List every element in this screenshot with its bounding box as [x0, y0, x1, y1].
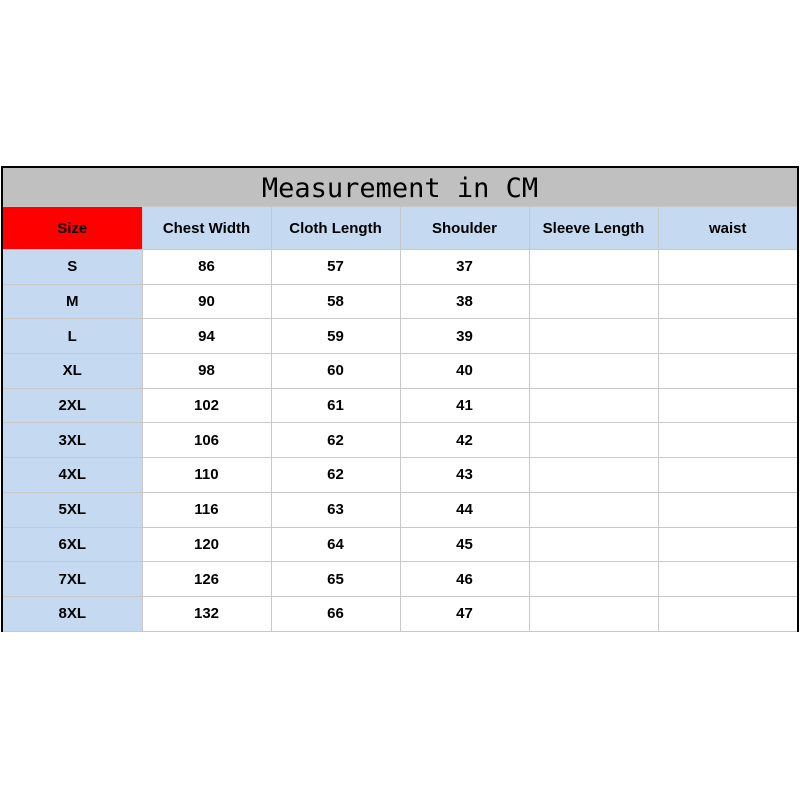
table-cell: 86 [141, 249, 272, 285]
size-table: Size Chest Width Cloth Length Shoulder Sleev… [3, 207, 797, 632]
size-cell: 6XL [3, 526, 143, 563]
table-cell: 60 [270, 353, 401, 389]
size-chart: Measurement in CM Size Chest Width Cloth L… [1, 166, 799, 632]
table-row: 3XL 106 62 42 [3, 422, 797, 459]
table-cell: 62 [270, 422, 401, 459]
table-row: S 86 57 37 [3, 249, 797, 285]
table-cell [657, 283, 797, 320]
table-cell [657, 353, 797, 389]
table-cell: 64 [270, 526, 401, 563]
table-row: 6XL 120 64 45 [3, 526, 797, 563]
table-cell: 94 [141, 318, 272, 355]
table-cell: 46 [399, 561, 530, 597]
table-row: 5XL 116 63 44 [3, 491, 797, 528]
table-cell [528, 249, 659, 285]
table-cell [528, 283, 659, 320]
chart-title: Measurement in CM [3, 168, 797, 207]
table-row: L 94 59 39 [3, 318, 797, 355]
table-cell: 63 [270, 491, 401, 528]
size-cell: 5XL [3, 491, 143, 528]
table-cell: 39 [399, 318, 530, 355]
table-row: 7XL 126 65 46 [3, 561, 797, 597]
size-cell: M [3, 283, 143, 320]
table-cell: 61 [270, 387, 401, 424]
size-cell: L [3, 318, 143, 355]
table-cell: 38 [399, 283, 530, 320]
table-cell: 40 [399, 353, 530, 389]
table-cell [528, 595, 659, 632]
table-cell: 126 [141, 561, 272, 597]
table-cell: 42 [399, 422, 530, 459]
header-row: Size Chest Width Cloth Length Shoulder Sleev… [3, 207, 797, 250]
table-row: M 90 58 38 [3, 283, 797, 320]
table-cell [528, 318, 659, 355]
table-cell [528, 353, 659, 389]
size-cell: 7XL [3, 561, 143, 597]
table-cell: 132 [141, 595, 272, 632]
table-cell: 65 [270, 561, 401, 597]
table-cell [528, 491, 659, 528]
table-cell [528, 422, 659, 459]
column-header-size: Size [3, 207, 143, 250]
table-cell [528, 526, 659, 563]
table-cell [657, 318, 797, 355]
table-cell: 47 [399, 595, 530, 632]
table-cell: 57 [270, 249, 401, 285]
table-cell: 44 [399, 491, 530, 528]
table-cell: 66 [270, 595, 401, 632]
table-cell: 116 [141, 491, 272, 528]
column-header-waist: waist [657, 207, 797, 250]
table-cell: 90 [141, 283, 272, 320]
table-cell: 37 [399, 249, 530, 285]
table-cell [657, 491, 797, 528]
table-cell: 106 [141, 422, 272, 459]
table-cell [657, 387, 797, 424]
size-cell: S [3, 249, 143, 285]
table-row: 2XL 102 61 41 [3, 387, 797, 424]
table-row: 4XL 110 62 43 [3, 457, 797, 493]
table-cell [528, 561, 659, 597]
table-cell: 98 [141, 353, 272, 389]
table-cell [528, 457, 659, 493]
table-cell: 43 [399, 457, 530, 493]
size-cell: 2XL [3, 387, 143, 424]
size-cell: 8XL [3, 595, 143, 632]
table-cell [657, 595, 797, 632]
table-cell [657, 526, 797, 563]
table-row: 8XL 132 66 47 [3, 595, 797, 632]
table-cell [528, 387, 659, 424]
column-header-shoulder: Shoulder [399, 207, 530, 250]
table-cell: 41 [399, 387, 530, 424]
table-cell: 62 [270, 457, 401, 493]
table-cell [657, 422, 797, 459]
size-cell: XL [3, 353, 143, 389]
table-row: XL 98 60 40 [3, 353, 797, 389]
size-cell: 4XL [3, 457, 143, 493]
table-cell [657, 249, 797, 285]
table-cell: 59 [270, 318, 401, 355]
column-header-cloth-length: Cloth Length [270, 207, 401, 250]
table-cell: 45 [399, 526, 530, 563]
table-cell: 110 [141, 457, 272, 493]
column-header-sleeve-length: Sleeve Length [528, 207, 659, 250]
column-header-chest-width: Chest Width [141, 207, 272, 250]
table-cell: 120 [141, 526, 272, 563]
table-cell: 58 [270, 283, 401, 320]
table-cell [657, 561, 797, 597]
table-cell [657, 457, 797, 493]
table-cell: 102 [141, 387, 272, 424]
size-cell: 3XL [3, 422, 143, 459]
